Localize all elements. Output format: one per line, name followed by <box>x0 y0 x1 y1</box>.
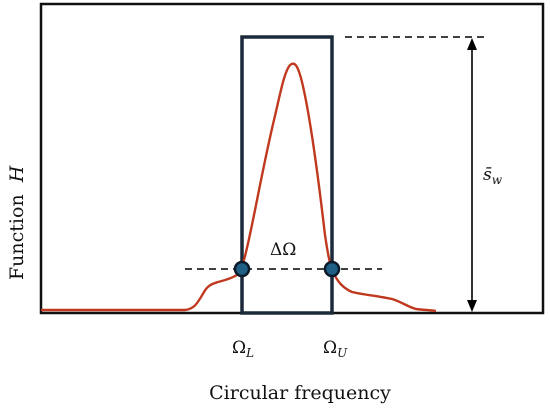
omega-lower-subscript: L <box>246 346 255 360</box>
sw-arrow-head-bottom <box>467 300 477 312</box>
upper-intersection-marker <box>323 260 341 278</box>
sw-label: s̄w <box>483 165 503 187</box>
plot-frame <box>39 2 545 315</box>
omega-upper-label: ΩU <box>323 338 348 360</box>
x-axis-label: Circular frequency <box>209 382 391 404</box>
sw-arrow-head-top <box>467 38 477 50</box>
delta-omega-text: ΔΩ <box>270 240 297 260</box>
y-axis-label: Function H <box>2 160 32 280</box>
omega-upper-subscript: U <box>337 346 348 360</box>
delta-omega-label: ΔΩ <box>270 240 296 260</box>
y-axis-label-text: Function <box>6 194 28 280</box>
response-curve <box>41 62 437 313</box>
sw-subscript: w <box>491 173 503 187</box>
bandwidth-rectangle <box>240 35 334 315</box>
omega-upper-symbol: Ω <box>323 338 338 358</box>
lower-intersection-marker <box>233 260 251 278</box>
y-axis-symbol: H <box>6 165 28 183</box>
omega-lower-label: ΩL <box>232 338 255 360</box>
omega-lower-symbol: Ω <box>232 338 247 358</box>
sw-symbol: s̄ <box>483 165 492 185</box>
